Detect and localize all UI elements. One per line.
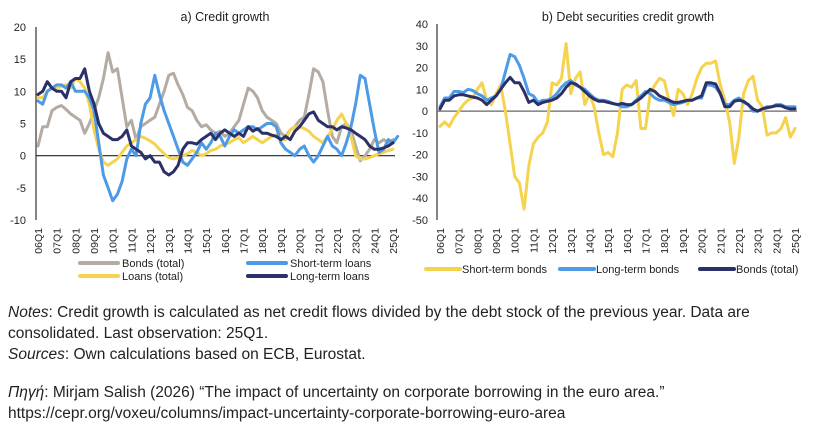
x-tick-label: 12Q1 bbox=[145, 228, 157, 254]
x-tick-label: 23Q1 bbox=[351, 228, 363, 254]
notes-block: Notes: Credit growth is calculated as ne… bbox=[8, 302, 833, 365]
x-tick-label: 15Q1 bbox=[201, 228, 213, 254]
x-tick-label: 17Q1 bbox=[239, 228, 251, 254]
x-tick-label: 07Q1 bbox=[52, 228, 64, 254]
x-tick-label: 18Q1 bbox=[257, 228, 269, 254]
sources-text: : Own calculations based on ECB, Eurosta… bbox=[64, 346, 366, 363]
y-tick-label: 20 bbox=[14, 22, 26, 34]
x-tick-label: 10Q1 bbox=[510, 228, 522, 254]
y-tick-label: 30 bbox=[416, 41, 428, 53]
citation-label: Πηγή bbox=[8, 384, 45, 401]
x-tick-label: 19Q1 bbox=[276, 228, 288, 254]
x-tick-label: 16Q1 bbox=[220, 228, 232, 254]
y-tick-label: -10 bbox=[412, 128, 428, 140]
citation-paragraph: Πηγή: Mirjam Salish (2026) “The impact o… bbox=[8, 382, 833, 403]
x-tick-label: 13Q1 bbox=[566, 228, 578, 254]
chart-debt-securities-credit-growth: b) Debt securities credit growth -50 -40 -… bbox=[412, 10, 802, 276]
y-tick-label: 40 bbox=[416, 19, 428, 31]
series-line-short-term-bonds bbox=[438, 42, 797, 211]
x-tick-label: 18Q1 bbox=[659, 228, 671, 254]
x-tick-label: 09Q1 bbox=[89, 228, 101, 254]
y-tick-label: -30 bbox=[412, 171, 428, 183]
legend-label: Short-term loans bbox=[290, 258, 372, 270]
x-tick-label: 10Q1 bbox=[108, 228, 120, 254]
legend-item: Bonds (total) bbox=[78, 258, 184, 270]
y-tick-label: 5 bbox=[20, 119, 26, 131]
legend-label: Bonds (total) bbox=[122, 258, 184, 270]
x-tick-label: 25Q1 bbox=[388, 228, 400, 254]
notes-paragraph: Notes: Credit growth is calculated as ne… bbox=[8, 302, 833, 344]
x-tick-label: 06Q1 bbox=[435, 228, 447, 254]
legend-label: Long-term bonds bbox=[596, 264, 680, 276]
legend-item: Short-term bonds bbox=[424, 264, 547, 276]
legend-label: Long-term loans bbox=[290, 271, 370, 283]
x-tick-label: 24Q1 bbox=[369, 228, 381, 254]
x-tick-label: 13Q1 bbox=[164, 228, 176, 254]
x-tick-label: 08Q1 bbox=[70, 228, 82, 254]
x-tick-label: 07Q1 bbox=[454, 228, 466, 254]
x-tick-label: 09Q1 bbox=[491, 228, 503, 254]
notes-label: Notes bbox=[8, 304, 49, 321]
x-tick-label: 21Q1 bbox=[715, 228, 727, 254]
sources-label: Sources bbox=[8, 346, 65, 363]
x-tick-label: 14Q1 bbox=[182, 228, 194, 254]
y-tick-label: 0 bbox=[20, 151, 26, 163]
sources-paragraph: Sources: Own calculations based on ECB, … bbox=[8, 344, 833, 365]
x-tick-label: 20Q1 bbox=[697, 228, 709, 254]
notes-text: : Credit growth is calculated as net cre… bbox=[8, 304, 750, 342]
citation-block: Πηγή: Mirjam Salish (2026) “The impact o… bbox=[8, 382, 833, 424]
legend-item: Bonds (total) bbox=[698, 264, 798, 276]
y-tick-label: -50 bbox=[412, 215, 428, 227]
x-tick-label: 15Q1 bbox=[603, 228, 615, 254]
y-tick-label: -40 bbox=[412, 193, 428, 205]
legend-item: Long-term loans bbox=[246, 271, 370, 283]
series-line-bonds-total bbox=[438, 75, 797, 113]
x-tick-label: 24Q1 bbox=[771, 228, 783, 254]
x-tick-label: 16Q1 bbox=[622, 228, 634, 254]
series-line-long-term-loans bbox=[36, 67, 395, 177]
y-tick-label: 10 bbox=[14, 86, 26, 98]
legend-item: Short-term loans bbox=[246, 258, 372, 270]
x-tick-label: 17Q1 bbox=[641, 228, 653, 254]
legend-label: Loans (total) bbox=[122, 271, 183, 283]
x-tick-label: 11Q1 bbox=[528, 228, 540, 253]
chart-credit-growth: a) Credit growth -10 -5 0 5 10 15 20 06Q1 07Q1 0… bbox=[10, 10, 400, 283]
legend-item: Long-term bonds bbox=[558, 264, 680, 276]
y-tick-label: -5 bbox=[16, 183, 26, 195]
x-tick-label: 22Q1 bbox=[332, 228, 344, 254]
y-tick-label: -20 bbox=[412, 150, 428, 162]
citation-url[interactable]: https://cepr.org/voxeu/columns/impact-un… bbox=[8, 405, 566, 422]
x-tick-label: 19Q1 bbox=[678, 228, 690, 254]
x-tick-label: 25Q1 bbox=[790, 228, 802, 254]
x-tick-label: 11Q1 bbox=[126, 228, 138, 253]
y-tick-label: 10 bbox=[416, 84, 428, 96]
x-tick-label: 08Q1 bbox=[472, 228, 484, 254]
citation-text: : Mirjam Salish (2026) “The impact of un… bbox=[44, 384, 665, 401]
x-tick-label: 12Q1 bbox=[547, 228, 559, 254]
chart-title: b) Debt securities credit growth bbox=[542, 10, 714, 24]
legend-label: Short-term bonds bbox=[462, 264, 547, 276]
y-tick-label: 20 bbox=[416, 63, 428, 75]
x-tick-label: 23Q1 bbox=[753, 228, 765, 254]
y-tick-label: 15 bbox=[14, 54, 26, 66]
chart-title: a) Credit growth bbox=[181, 10, 270, 24]
legend-item: Loans (total) bbox=[78, 271, 183, 283]
y-tick-label: 0 bbox=[422, 106, 428, 118]
x-tick-label: 21Q1 bbox=[313, 228, 325, 254]
x-tick-label: 14Q1 bbox=[584, 228, 596, 254]
legend-label: Bonds (total) bbox=[736, 264, 798, 276]
x-tick-label: 22Q1 bbox=[734, 228, 746, 254]
y-tick-label: -10 bbox=[10, 215, 26, 227]
x-tick-label: 06Q1 bbox=[33, 228, 45, 254]
x-tick-label: 20Q1 bbox=[295, 228, 307, 254]
